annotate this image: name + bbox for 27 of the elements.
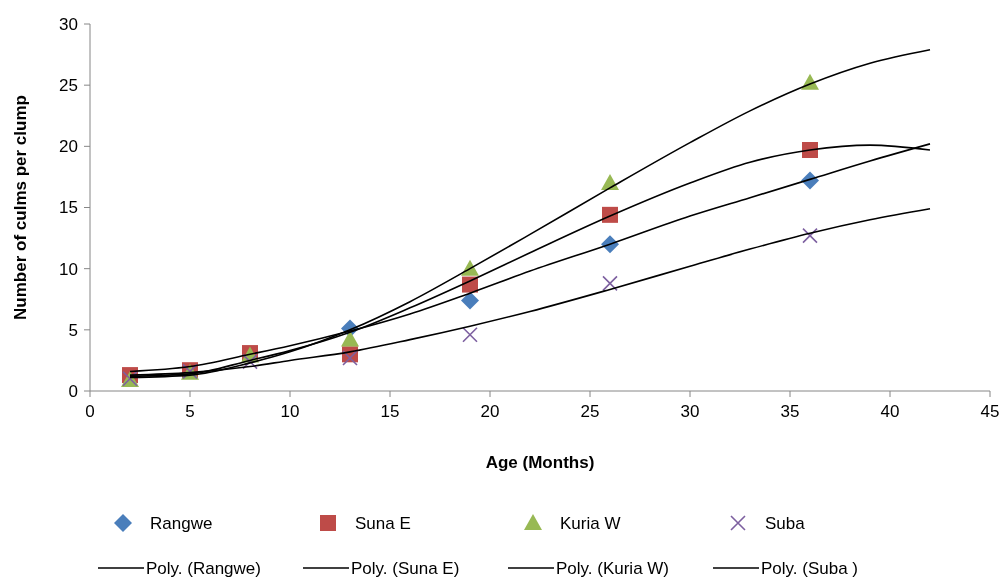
x-tick-label: 0 [85,402,95,421]
y-tick-label: 10 [59,259,78,279]
y-tick-label: 30 [59,14,78,34]
x-tick-label: 35 [780,402,800,421]
legend-label: Poly. (Suba ) [761,558,859,578]
x-tick-label: 10 [280,402,300,421]
y-axis-title: Number of culms per clump [11,95,30,320]
x-tick-label: 45 [980,402,1000,421]
legend-label: Suna E [355,513,411,533]
legend-label: Poly. (Kuria W) [556,558,670,578]
legend-label: Kuria W [560,513,621,533]
y-tick-label: 0 [68,381,78,401]
y-tick-label: 25 [59,76,78,96]
x-tick-label: 20 [480,402,500,421]
x-axis-title: Age (Months) [485,453,595,472]
legend-label: Rangwe [150,513,213,533]
x-tick-label: 30 [680,402,700,421]
x-tick-label: 5 [185,402,195,421]
x-tick-label: 25 [580,402,600,421]
y-tick-label: 5 [68,320,78,340]
legend-label: Poly. (Rangwe) [146,558,261,578]
x-tick-label: 40 [880,402,900,421]
y-tick-label: 20 [59,137,78,157]
x-tick-label: 15 [380,402,400,421]
legend-label: Suba [765,513,806,533]
y-tick-label: 15 [59,198,78,218]
legend-label: Poly. (Suna E) [351,558,460,578]
